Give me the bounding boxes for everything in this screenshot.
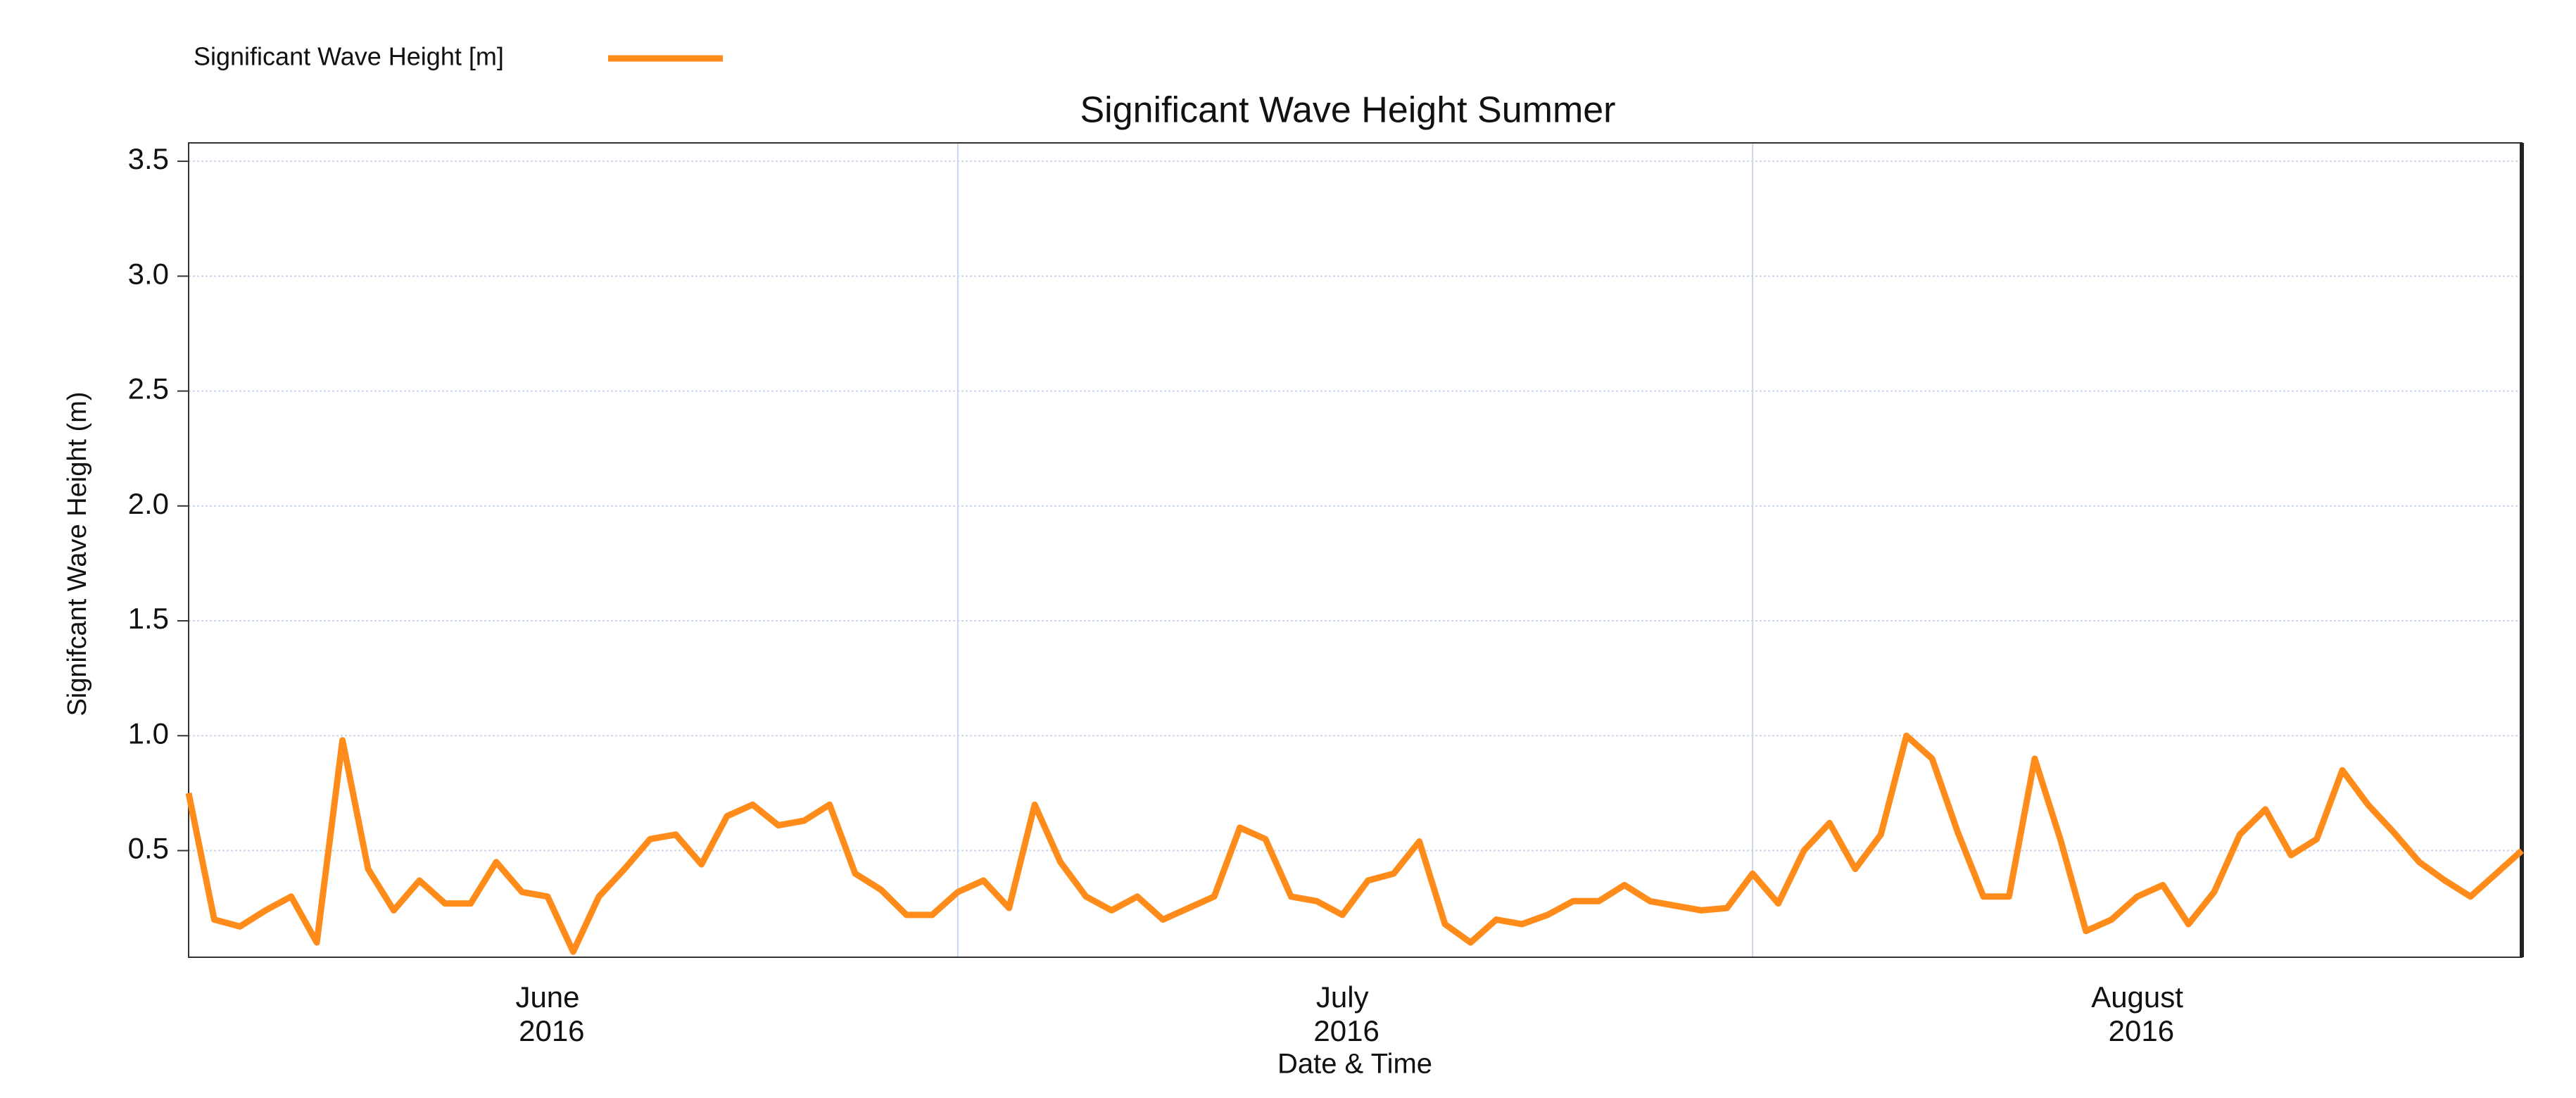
y-tick-label: 0.5 bbox=[128, 832, 169, 865]
y-tick-label: 3.0 bbox=[128, 257, 169, 290]
chart-title: Significant Wave Height Summer bbox=[1080, 90, 1615, 131]
y-tick-label: 2.5 bbox=[128, 372, 169, 405]
x-axis-label: Date & Time bbox=[1277, 1049, 1432, 1080]
x-tick-label-line: 2016 bbox=[2100, 1014, 2174, 1047]
y-axis-label: Signifcant Wave Height (m) bbox=[63, 391, 92, 716]
x-tick-label: July 2016 bbox=[1306, 980, 1379, 1047]
legend-label: Significant Wave Height [m] bbox=[194, 42, 504, 71]
plot-frame bbox=[188, 142, 2523, 958]
x-tick-label-line: August bbox=[2091, 980, 2183, 1014]
data-line bbox=[185, 732, 2525, 955]
x-tick-label-line: 2016 bbox=[1306, 1014, 1379, 1047]
x-tick-label-line: June bbox=[515, 980, 579, 1014]
x-tick-label-line: July bbox=[1316, 980, 1369, 1014]
y-tick-label: 1.5 bbox=[128, 602, 169, 635]
y-tick-label: 2.0 bbox=[128, 487, 169, 520]
y-tick-label: 3.5 bbox=[128, 142, 169, 175]
x-tick-label-line: 2016 bbox=[510, 1014, 584, 1047]
x-tick-label: August 2016 bbox=[2091, 980, 2183, 1047]
y-tick-label: 1.0 bbox=[128, 717, 169, 750]
x-tick-label: June 2016 bbox=[510, 980, 584, 1047]
